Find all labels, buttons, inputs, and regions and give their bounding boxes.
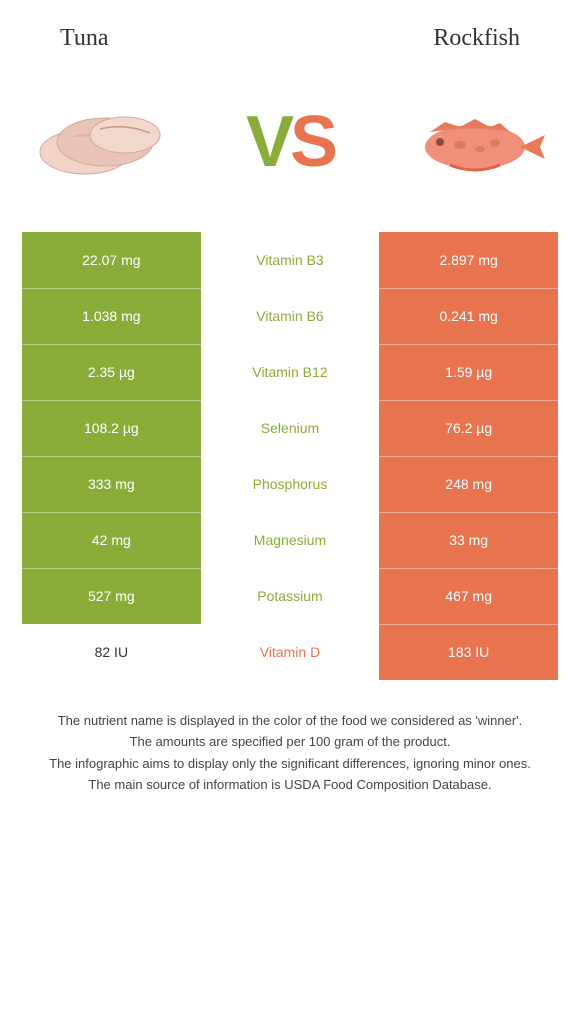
cell-left-value: 42 mg bbox=[22, 512, 201, 568]
header-row: Tuna Rockfish bbox=[0, 0, 580, 62]
cell-right-value: 33 mg bbox=[379, 512, 558, 568]
cell-left-value: 2.35 µg bbox=[22, 344, 201, 400]
footer-notes: The nutrient name is displayed in the co… bbox=[20, 711, 560, 795]
cell-nutrient-name: Vitamin B6 bbox=[201, 288, 380, 344]
nutrient-table: 22.07 mgVitamin B32.897 mg1.038 mgVitami… bbox=[22, 232, 558, 681]
cell-right-value: 2.897 mg bbox=[379, 232, 558, 288]
table-row: 1.038 mgVitamin B60.241 mg bbox=[22, 288, 558, 344]
cell-nutrient-name: Selenium bbox=[201, 400, 380, 456]
cell-left-value: 82 IU bbox=[22, 624, 201, 680]
cell-nutrient-name: Vitamin B3 bbox=[201, 232, 380, 288]
cell-nutrient-name: Vitamin D bbox=[201, 624, 380, 680]
footer-line: The main source of information is USDA F… bbox=[20, 775, 560, 795]
cell-nutrient-name: Vitamin B12 bbox=[201, 344, 380, 400]
footer-line: The infographic aims to display only the… bbox=[20, 754, 560, 774]
cell-right-value: 1.59 µg bbox=[379, 344, 558, 400]
table-row: 333 mgPhosphorus248 mg bbox=[22, 456, 558, 512]
table-row: 527 mgPotassium467 mg bbox=[22, 568, 558, 624]
cell-right-value: 0.241 mg bbox=[379, 288, 558, 344]
table-row: 42 mgMagnesium33 mg bbox=[22, 512, 558, 568]
tuna-image bbox=[30, 92, 180, 192]
vs-v-letter: V bbox=[246, 102, 290, 182]
table-row: 82 IUVitamin D183 IU bbox=[22, 624, 558, 680]
table-row: 2.35 µgVitamin B121.59 µg bbox=[22, 344, 558, 400]
table-row: 22.07 mgVitamin B32.897 mg bbox=[22, 232, 558, 288]
vs-section: VS bbox=[0, 62, 580, 212]
cell-right-value: 183 IU bbox=[379, 624, 558, 680]
cell-left-value: 108.2 µg bbox=[22, 400, 201, 456]
cell-nutrient-name: Phosphorus bbox=[201, 456, 380, 512]
cell-right-value: 76.2 µg bbox=[379, 400, 558, 456]
cell-right-value: 248 mg bbox=[379, 456, 558, 512]
vs-s-letter: S bbox=[290, 102, 334, 182]
table-row: 108.2 µgSelenium76.2 µg bbox=[22, 400, 558, 456]
rockfish-image bbox=[400, 92, 550, 192]
footer-line: The amounts are specified per 100 gram o… bbox=[20, 732, 560, 752]
cell-left-value: 527 mg bbox=[22, 568, 201, 624]
title-right: Rockfish bbox=[433, 25, 520, 52]
vs-label: VS bbox=[246, 101, 334, 183]
cell-left-value: 1.038 mg bbox=[22, 288, 201, 344]
cell-right-value: 467 mg bbox=[379, 568, 558, 624]
cell-left-value: 22.07 mg bbox=[22, 232, 201, 288]
title-left: Tuna bbox=[60, 25, 108, 52]
cell-nutrient-name: Potassium bbox=[201, 568, 380, 624]
cell-nutrient-name: Magnesium bbox=[201, 512, 380, 568]
nutrient-tbody: 22.07 mgVitamin B32.897 mg1.038 mgVitami… bbox=[22, 232, 558, 680]
cell-left-value: 333 mg bbox=[22, 456, 201, 512]
footer-line: The nutrient name is displayed in the co… bbox=[20, 711, 560, 731]
